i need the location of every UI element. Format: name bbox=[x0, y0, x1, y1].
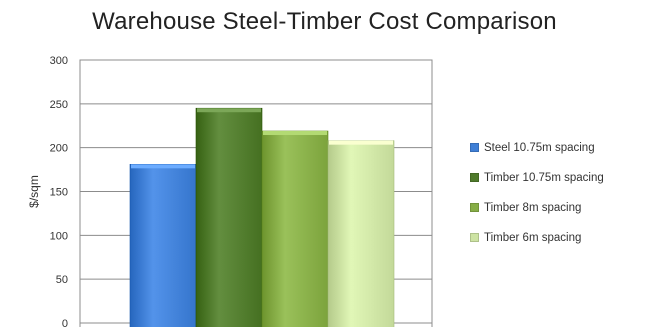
y-tick-label: 50 bbox=[56, 274, 68, 286]
legend-item: Timber 10.75m spacing bbox=[470, 170, 604, 185]
legend-item: Steel 10.75m spacing bbox=[470, 140, 604, 155]
legend-swatch bbox=[470, 203, 479, 212]
bar-timber-10-75m-spacing bbox=[195, 107, 263, 327]
y-axis-label: $/sqm bbox=[27, 175, 41, 208]
legend-swatch bbox=[470, 233, 479, 242]
y-tick-label: 100 bbox=[50, 230, 68, 242]
legend-item: Timber 8m spacing bbox=[470, 200, 604, 215]
legend-label: Timber 8m spacing bbox=[484, 201, 582, 214]
bar-top-highlight bbox=[263, 131, 327, 136]
legend-label: Timber 6m spacing bbox=[484, 231, 582, 244]
bars bbox=[129, 107, 395, 327]
legend-label: Timber 10.75m spacing bbox=[484, 171, 604, 184]
bar-steel-10-75m-spacing bbox=[129, 164, 197, 327]
y-tick-label: 250 bbox=[50, 99, 68, 111]
bar-top-highlight bbox=[197, 108, 261, 113]
legend-label: Steel 10.75m spacing bbox=[484, 141, 595, 154]
y-tick-label: 200 bbox=[50, 143, 68, 155]
y-tick-label: 150 bbox=[50, 187, 68, 199]
legend-swatch bbox=[470, 173, 479, 182]
bar-top-highlight bbox=[131, 164, 195, 169]
y-tick-label: 300 bbox=[50, 55, 68, 67]
bar-timber-6m-spacing bbox=[327, 140, 395, 327]
y-tick-label: 0 bbox=[62, 318, 68, 327]
bar-timber-8m-spacing bbox=[261, 130, 329, 327]
y-axis-tick-labels: 0 50 100 150 200 250 300 bbox=[50, 55, 68, 327]
chart-title: Warehouse Steel-Timber Cost Comparison bbox=[92, 8, 557, 35]
legend: Steel 10.75m spacing Timber 10.75m spacin… bbox=[470, 140, 604, 260]
legend-item: Timber 6m spacing bbox=[470, 230, 604, 245]
legend-swatch bbox=[470, 143, 479, 152]
bar-top-highlight bbox=[329, 140, 393, 145]
